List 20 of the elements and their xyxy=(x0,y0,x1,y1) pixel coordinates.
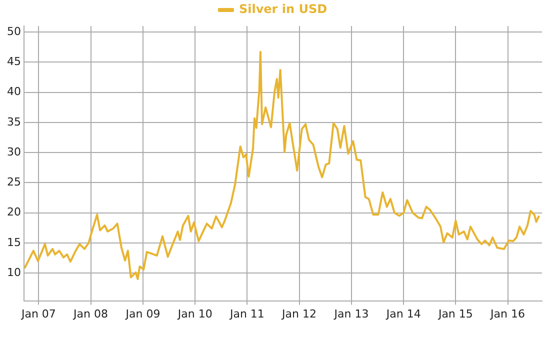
x-tick-label: Jan 15 xyxy=(437,307,473,320)
x-tick-label: Jan 16 xyxy=(490,307,525,320)
y-tick-label: 40 xyxy=(6,85,21,98)
y-tick-label: 15 xyxy=(6,236,21,249)
x-tick-label: Jan 12 xyxy=(281,307,316,320)
x-tick-label: Jan 10 xyxy=(176,307,212,320)
y-tick-label: 25 xyxy=(6,176,21,189)
y-tick-label: 10 xyxy=(6,266,21,279)
y-tick-label: 50 xyxy=(6,24,21,38)
x-tick-label: Jan 14 xyxy=(385,307,421,320)
x-tick-label: Jan 13 xyxy=(333,307,369,320)
x-tick-label: Jan 11 xyxy=(228,307,264,320)
x-tick-label: Jan 09 xyxy=(124,307,160,320)
y-tick-label: 30 xyxy=(6,145,21,158)
legend-label: Silver in USD xyxy=(238,2,328,16)
x-tick-label: Jan 08 xyxy=(72,307,108,320)
y-tick-label: 20 xyxy=(6,206,21,219)
y-tick-label: 35 xyxy=(6,115,21,128)
x-tick-label: Jan 07 xyxy=(20,307,56,320)
y-tick-label: 45 xyxy=(6,55,21,68)
